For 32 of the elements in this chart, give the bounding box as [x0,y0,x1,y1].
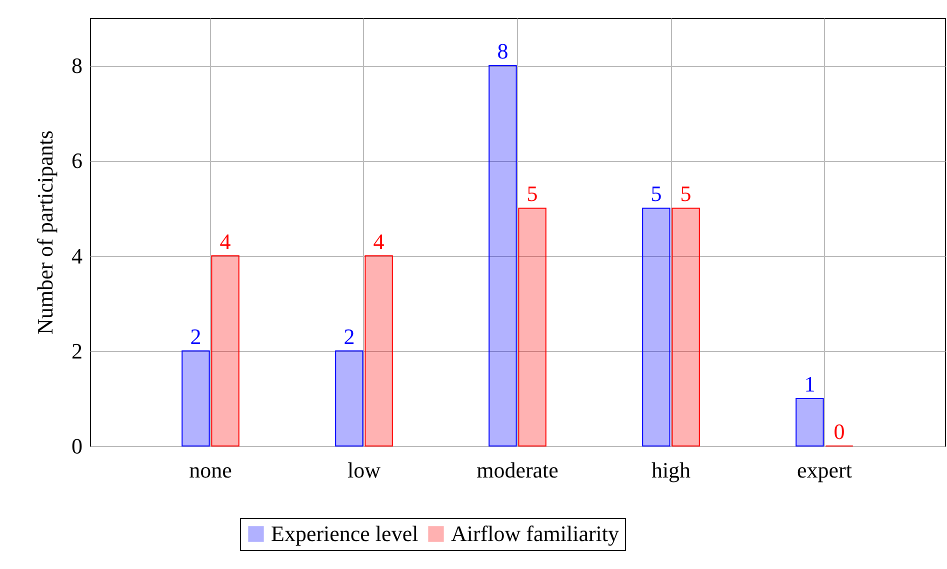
legend-label: Airflow familiarity [451,521,620,546]
y-axis-title: Number of participants [32,130,58,335]
data-label: 4 [220,228,231,254]
y-tick-label: 6 [72,148,82,174]
data-label: 4 [373,228,384,254]
x-tick-label: low [348,458,381,482]
data-label: 2 [190,324,202,349]
x-tick-label: none [189,458,232,482]
data-label: 0 [834,419,845,444]
legend-label: Experience level [271,521,418,546]
bar [335,350,364,446]
y-tick-label: 4 [72,243,82,268]
x-tick-label: expert [797,458,852,482]
data-label: 2 [344,324,355,349]
data-label: 8 [497,38,508,64]
y-tick-label: 0 [72,434,82,458]
x-tick-label: high [651,458,691,482]
y-tick-label: 2 [72,338,82,364]
bar [672,208,700,446]
data-label: 5 [650,181,662,206]
bar [488,65,517,446]
bar [642,208,670,446]
y-tick-label: 8 [72,53,82,78]
bar [364,255,393,446]
bar [796,398,824,446]
bar [211,255,240,446]
data-label: 5 [680,181,692,206]
bar [518,208,546,446]
x-tick-label: moderate [476,458,558,482]
data-label: 5 [526,181,538,206]
bar [182,350,210,446]
data-label: 1 [804,371,816,396]
